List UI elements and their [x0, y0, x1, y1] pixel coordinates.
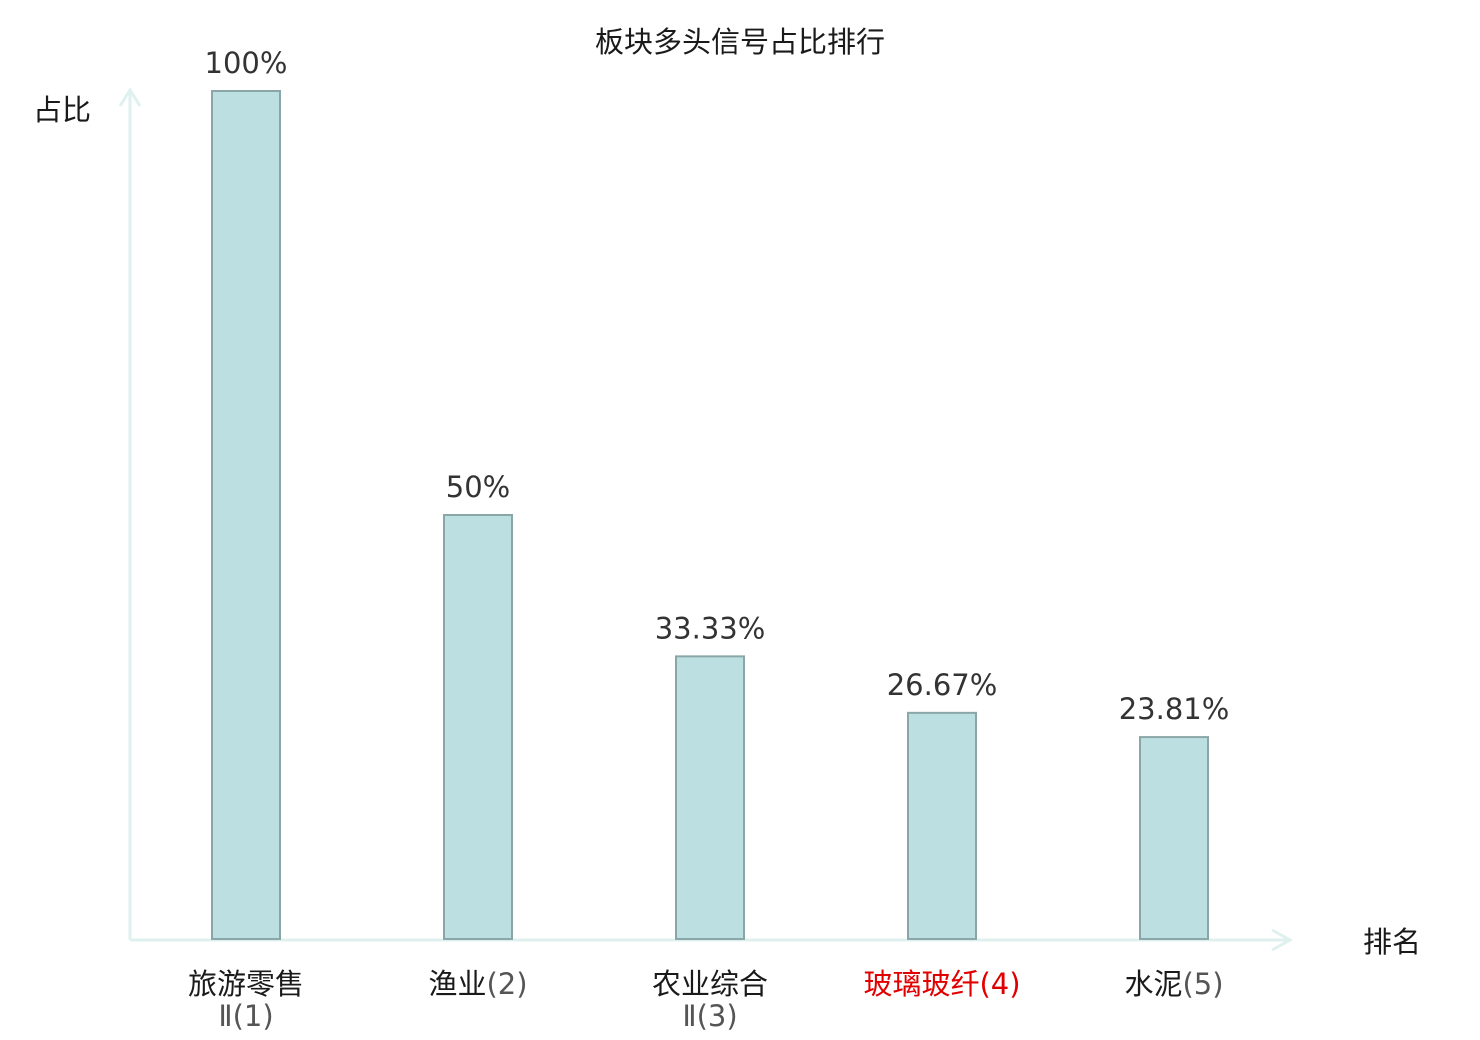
- category-label-3: 农业综合: [652, 967, 768, 1001]
- category-label-1: 旅游零售: [188, 967, 304, 1001]
- y-axis-label: 占比: [33, 93, 91, 127]
- y-axis-arrow-icon: [118, 87, 142, 107]
- category-name-1: 旅游零售: [188, 967, 304, 1001]
- value-label-2: 50%: [446, 470, 510, 504]
- value-label-1: 100%: [205, 46, 288, 80]
- chart-title: 板块多头信号占比排行: [595, 25, 885, 59]
- category-name-3: 农业综合: [652, 967, 768, 1001]
- x-axis-arrow-icon: [1271, 928, 1294, 952]
- bar-2: [443, 514, 513, 940]
- value-label-4: 26.67%: [887, 668, 998, 702]
- bars-layer: [211, 90, 1209, 940]
- category-rank-2: (2): [486, 967, 527, 1001]
- x-axis-label: 排名: [1363, 925, 1421, 959]
- category-name-2: 渔业: [428, 967, 486, 1001]
- axes: [118, 87, 1294, 952]
- bar-3: [675, 655, 745, 940]
- bar-1: [211, 90, 281, 940]
- category-rank-5: (5): [1182, 967, 1223, 1001]
- category-label-5: 水泥(5): [1124, 967, 1223, 1001]
- category-name-4: 玻璃玻纤: [863, 967, 979, 1001]
- bar-4: [907, 711, 977, 940]
- category-rank-1: Ⅱ(1): [218, 999, 273, 1033]
- category-label-4: 玻璃玻纤(4): [863, 967, 1020, 1001]
- bar-5: [1139, 736, 1209, 940]
- value-label-3: 33.33%: [655, 611, 766, 645]
- category-name-5: 水泥: [1124, 967, 1182, 1001]
- category-rank-3: Ⅱ(3): [682, 999, 737, 1033]
- category-label-2: 渔业(2): [428, 967, 527, 1001]
- category-rank-4: (4): [979, 967, 1020, 1001]
- value-label-5: 23.81%: [1119, 692, 1230, 726]
